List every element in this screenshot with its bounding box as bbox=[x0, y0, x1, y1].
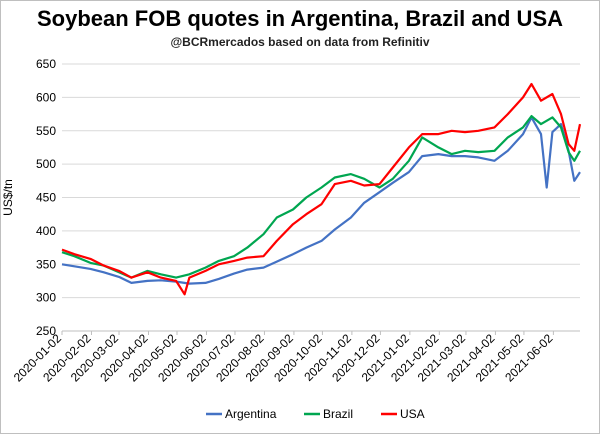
y-tick-label: 500 bbox=[36, 157, 56, 171]
y-tick-label: 400 bbox=[36, 224, 56, 238]
chart-title: Soybean FOB quotes in Argentina, Brazil … bbox=[36, 6, 564, 31]
y-tick-label: 250 bbox=[36, 324, 56, 338]
y-tick-label: 350 bbox=[36, 257, 56, 271]
series-line-usa bbox=[61, 82, 582, 296]
chart-subtitle: @BCRmercados based on data from Refiniti… bbox=[170, 35, 430, 49]
axes: 2503003504004505005506006502020-01-02202… bbox=[1, 57, 580, 385]
grid bbox=[62, 63, 580, 332]
legend-label-usa: USA bbox=[400, 407, 425, 421]
y-tick-label: 300 bbox=[36, 291, 56, 305]
legend-label-argentina: Argentina bbox=[225, 407, 277, 421]
y-tick-label: 450 bbox=[36, 191, 56, 205]
y-axis-label: US$/tn bbox=[1, 179, 15, 216]
series-line-brazil bbox=[61, 115, 581, 279]
legend-label-brazil: Brazil bbox=[323, 407, 353, 421]
legend: Argentina Brazil USA bbox=[206, 407, 425, 421]
series-lines bbox=[61, 82, 582, 296]
y-tick-label: 650 bbox=[36, 57, 56, 71]
y-tick-label: 550 bbox=[36, 124, 56, 138]
series-line-argentina bbox=[61, 116, 581, 285]
y-tick-label: 600 bbox=[36, 90, 56, 104]
